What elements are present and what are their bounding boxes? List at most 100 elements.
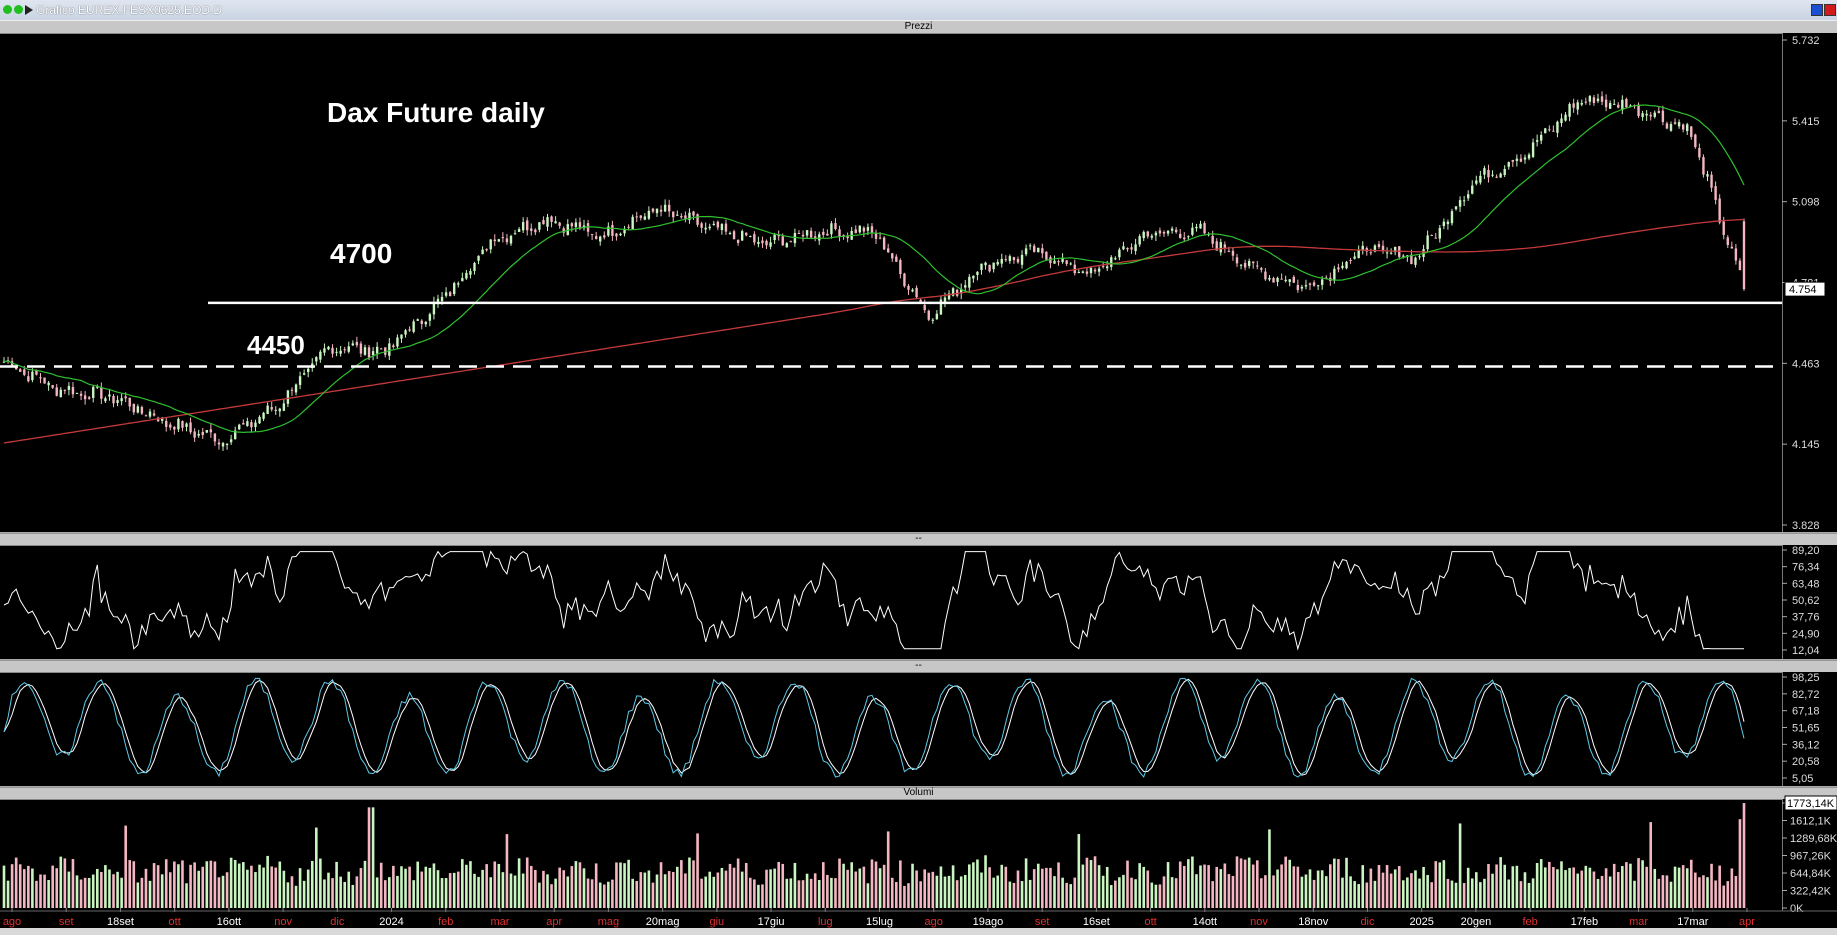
volume-bar <box>781 863 785 908</box>
volume-bar <box>1495 864 1498 908</box>
volume-bar <box>306 869 310 908</box>
candle-body <box>623 228 626 234</box>
candle-body <box>286 390 290 404</box>
candle-body <box>1028 245 1032 247</box>
play-icon[interactable] <box>25 5 33 15</box>
candle-body <box>1714 186 1717 200</box>
candle-body <box>1231 250 1235 256</box>
candle-body <box>639 215 642 218</box>
candle-body <box>550 216 553 222</box>
volume-bar <box>1219 869 1223 908</box>
volume-bar <box>744 862 748 908</box>
volume-bar <box>1024 858 1028 908</box>
stochastic-k-line <box>3 677 1745 778</box>
candle-body <box>1722 221 1725 235</box>
volume-bar <box>164 859 168 908</box>
candle-body <box>246 421 249 427</box>
close-button[interactable] <box>1824 4 1836 16</box>
candle-body <box>846 236 849 239</box>
volume-bar <box>1491 873 1494 908</box>
volume-bar <box>562 870 566 908</box>
volume-bar <box>607 881 610 908</box>
candle-body <box>801 234 805 237</box>
candle-body <box>858 225 862 233</box>
volume-bar <box>907 883 910 908</box>
volume-bar <box>1191 856 1194 908</box>
volume-bar <box>1333 858 1336 908</box>
volume-bar <box>643 872 647 908</box>
candle-body <box>152 413 156 416</box>
volume-bar <box>140 877 144 908</box>
x-tick-label: apr <box>546 916 562 928</box>
volume-bar <box>842 863 845 908</box>
volume-bar <box>1507 879 1511 908</box>
volume-bar <box>209 860 213 908</box>
volume-bar <box>1146 870 1150 908</box>
volume-bar <box>1036 863 1040 908</box>
candle-body <box>1588 96 1592 102</box>
candle-body <box>521 222 525 231</box>
volume-bar <box>1243 859 1247 908</box>
volume-bar <box>477 876 480 908</box>
candle-body <box>805 230 809 236</box>
candle-body <box>177 418 180 430</box>
volume-bar <box>1625 862 1628 908</box>
volume-bar <box>688 857 691 908</box>
volume-bar <box>667 871 671 908</box>
volume-bar <box>708 871 712 908</box>
candle-body <box>1162 232 1166 234</box>
osc1-tick-label: 76,34 <box>1792 562 1820 574</box>
volume-bar <box>935 875 939 908</box>
candle-body <box>631 216 634 230</box>
volume-bar <box>1730 868 1734 908</box>
candle-body <box>1479 175 1482 183</box>
candle-body <box>1450 211 1454 224</box>
candle-body <box>1089 267 1093 274</box>
candle-body <box>1503 168 1506 175</box>
volume-bar <box>659 862 663 908</box>
volume-bar <box>1406 877 1409 908</box>
volume-bar <box>704 876 707 908</box>
candle-body <box>1304 285 1308 287</box>
volume-bar <box>1280 864 1283 908</box>
volume-bar <box>594 863 598 908</box>
candle-body <box>347 346 350 352</box>
candle-body <box>1657 110 1661 114</box>
x-tick-label: giu <box>710 916 725 928</box>
volume-bar <box>1426 874 1429 908</box>
candle-body <box>1580 103 1583 105</box>
candle-body <box>578 222 582 229</box>
volume-bar <box>1097 865 1101 908</box>
volume-bar <box>193 862 196 908</box>
volume-bar <box>1519 881 1523 908</box>
volume-bar <box>712 876 716 908</box>
volume-bar <box>43 874 46 908</box>
volume-bar <box>1101 875 1105 908</box>
candle-body <box>1053 260 1056 264</box>
volume-bar <box>870 859 874 908</box>
restore-button[interactable] <box>1811 4 1823 16</box>
candle-body <box>1414 257 1417 265</box>
volume-bar <box>1442 860 1446 908</box>
x-tick-label: feb <box>438 916 453 928</box>
candle-body <box>663 204 667 212</box>
candle-body <box>351 343 355 346</box>
x-tick-label: set <box>1035 916 1050 928</box>
candle-body <box>104 398 107 402</box>
osc1-axis <box>1782 545 1837 659</box>
volume-bar <box>1182 865 1186 908</box>
candle-body <box>1211 235 1214 244</box>
volume-bar <box>578 862 582 908</box>
candle-body <box>469 271 472 275</box>
candle-body <box>1389 252 1393 254</box>
volume-bar <box>319 858 322 908</box>
volume-bar <box>1657 878 1661 908</box>
candle-body <box>270 407 273 410</box>
volume-bar <box>724 870 728 908</box>
candle-body <box>1195 226 1198 229</box>
candle-body <box>1341 265 1344 268</box>
volume-bar <box>185 883 188 908</box>
volume-bar <box>1446 878 1450 908</box>
candle-body <box>1560 118 1563 124</box>
volume-bar <box>250 865 253 908</box>
